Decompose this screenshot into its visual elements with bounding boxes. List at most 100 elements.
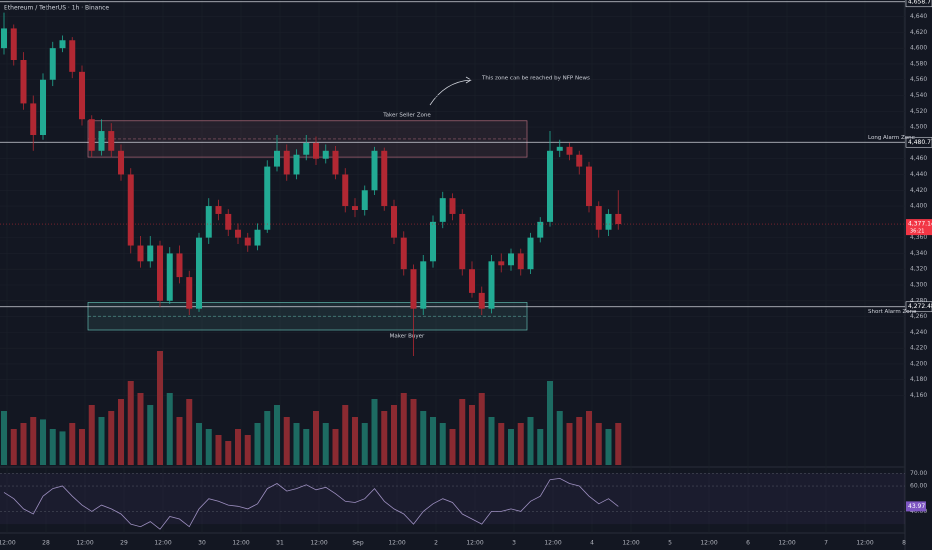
candle-body [108, 131, 115, 151]
candle-body [439, 198, 446, 222]
x-tick-label: 12:00 [0, 540, 16, 547]
x-tick-label: 4 [590, 540, 594, 547]
x-tick-label: 31 [276, 540, 284, 547]
volume-bar [400, 393, 407, 465]
rsi-line [3, 477, 619, 530]
candle-body [283, 150, 290, 175]
candle-body [313, 142, 319, 159]
volume-bar [254, 423, 261, 465]
volume-bar [586, 411, 592, 465]
y-tick-label: 4,540 [910, 92, 927, 99]
level-label: Short Alarm Zone [868, 309, 917, 315]
candle-body [469, 269, 475, 293]
candle-body [196, 237, 202, 309]
volume-bar [127, 381, 134, 465]
candle-body [410, 269, 417, 309]
x-tick-label: 12:00 [310, 540, 327, 547]
volume-bar [215, 435, 222, 465]
y-tick-label: 4,400 [910, 203, 927, 210]
candle-body [59, 40, 66, 49]
volume-bar [69, 423, 76, 465]
y-tick-label: 4,640 [910, 13, 927, 20]
candle-body [264, 166, 271, 230]
volume-bar [20, 423, 27, 465]
y-tick-label: 4,560 [910, 76, 927, 83]
candle-body [147, 245, 154, 262]
y-tick-label: 4,200 [910, 360, 927, 367]
candle-body [342, 174, 349, 207]
rsi-last: 43.97 [908, 503, 925, 510]
y-tick-label: 4,500 [910, 124, 927, 131]
y-tick-label: 4,620 [910, 29, 927, 36]
volume-bar [283, 417, 290, 465]
candle-body [400, 237, 407, 270]
y-tick-label: 4,220 [910, 345, 927, 352]
annotation-arrow [429, 79, 471, 106]
volume-bar [303, 429, 310, 465]
x-tick-label: 3 [512, 540, 516, 547]
x-tick-label: 6 [746, 540, 750, 547]
x-tick-label: 12:00 [544, 540, 561, 547]
x-tick-label: 5 [668, 540, 672, 547]
volume-bar [49, 429, 56, 465]
volume-bar [137, 393, 144, 465]
volume-bar [225, 441, 232, 465]
x-tick-label: 2 [434, 540, 438, 547]
candle-body [371, 150, 378, 191]
rsi-tag [906, 501, 926, 512]
volume-bar [361, 423, 368, 465]
volume-bar [264, 411, 271, 465]
volume-bar [274, 405, 280, 465]
volume-bar [556, 411, 563, 465]
candle-body [30, 103, 37, 135]
zone-label: Taker Seller Zone [382, 112, 431, 118]
volume-bar [605, 429, 612, 465]
candle-body [595, 206, 602, 230]
volume-bar [98, 417, 105, 465]
volume-bar [595, 423, 602, 465]
y-tick-label: 4,340 [910, 250, 927, 257]
annotation: This zone can be reached by NFP News [481, 76, 590, 82]
volume-bar [166, 393, 173, 465]
candle-body [244, 237, 251, 246]
volume-bar [391, 405, 397, 465]
candle-body [49, 48, 56, 80]
volume-bar [342, 405, 349, 465]
candle-body [225, 213, 232, 230]
last-price: 4,377.14 [908, 221, 932, 228]
volume-bar [537, 429, 544, 465]
rsi-tick-label: 60.00 [910, 483, 927, 490]
volume-bar [381, 411, 388, 465]
volume-bar [410, 399, 417, 465]
x-tick-label: 28 [42, 540, 50, 547]
x-tick-label: 29 [120, 540, 128, 547]
volume-bar [449, 429, 456, 465]
candle-body [205, 206, 212, 238]
level-value: 4,658.77 [908, 0, 932, 5]
x-tick-label: 12:00 [700, 540, 717, 547]
candle-body [361, 190, 368, 210]
candle-body [157, 245, 163, 301]
volume-bar [508, 429, 514, 465]
rsi-tick-label: 40.00 [910, 508, 927, 515]
candle-body [166, 253, 173, 301]
candle-body [274, 150, 280, 167]
volume-bar [527, 417, 534, 465]
level-tag [905, 136, 932, 148]
x-tick-label: Sep [352, 540, 364, 547]
candle-body [527, 237, 534, 270]
candle-body [235, 229, 241, 238]
x-tick-label: 30 [198, 540, 206, 547]
volume-bar [576, 417, 583, 465]
candle-body [88, 119, 95, 151]
rsi-tick-label: 70.00 [910, 470, 927, 477]
volume-bar [322, 423, 329, 465]
candle-body [576, 154, 583, 167]
level-value: 4,480.77 [908, 139, 932, 146]
y-tick-label: 4,600 [910, 45, 927, 52]
x-tick-label: 12:00 [388, 540, 405, 547]
volume-bar [488, 417, 495, 465]
candle-body [137, 245, 144, 262]
y-tick-label: 4,360 [910, 234, 927, 241]
